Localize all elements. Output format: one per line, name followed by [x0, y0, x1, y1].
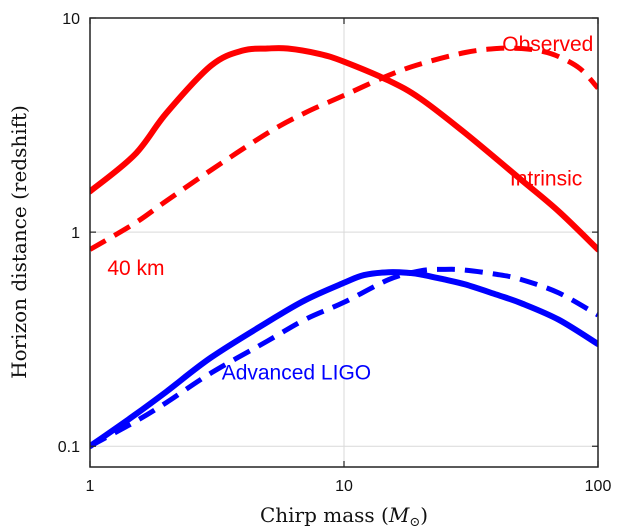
y-axis-label: Horizon distance (redshift) — [7, 105, 31, 379]
series-line-40-km-intrinsic — [90, 45, 598, 253]
x-tick-label: 10 — [335, 478, 353, 495]
x-tick-label: 1 — [86, 478, 95, 495]
annotation-advanced-ligo: Advanced LIGO — [222, 361, 371, 384]
y-tick-label: 0.1 — [58, 439, 80, 456]
y-tick-label: 1 — [71, 225, 80, 242]
series-line-advanced-ligo-observed — [90, 266, 598, 449]
annotation-40-km: 40 km — [107, 257, 164, 280]
tick-labels: 1 10 100 0.1 1 10 — [58, 11, 612, 495]
annotation-intrinsic: Intrinsic — [510, 168, 582, 191]
series-line-40-km-observed — [90, 45, 598, 252]
annotations: Observed Intrinsic 40 km Advanced LIGO — [107, 33, 593, 384]
x-tick-label: 100 — [585, 478, 612, 495]
series-layer — [90, 45, 598, 450]
x-axis-label: Chirp mass (M⊙) — [260, 503, 428, 530]
series-line-advanced-ligo-intrinsic — [90, 269, 598, 450]
tick-marks — [89, 17, 599, 467]
y-tick-label: 10 — [62, 11, 80, 28]
annotation-observed: Observed — [502, 33, 593, 56]
